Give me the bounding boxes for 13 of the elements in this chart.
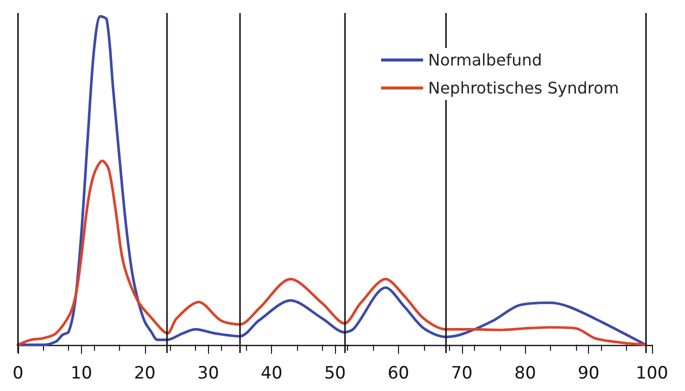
x-tick-label: 50 [324,364,346,384]
x-tick-label: 20 [134,364,156,384]
x-tick-label: 80 [514,364,536,384]
x-tick-label: 10 [70,364,92,384]
x-tick-label: 0 [12,364,24,384]
legend-label: Normalbefund [428,50,542,70]
legend-label: Nephrotisches Syndrom [428,78,619,98]
x-tick-label: 70 [450,364,473,384]
x-tick-label: 90 [578,364,600,384]
x-tick-label: 100 [636,364,668,384]
x-tick-label: 30 [197,364,220,384]
x-tick-label: 60 [388,364,410,384]
x-tick-label: 40 [260,364,282,384]
